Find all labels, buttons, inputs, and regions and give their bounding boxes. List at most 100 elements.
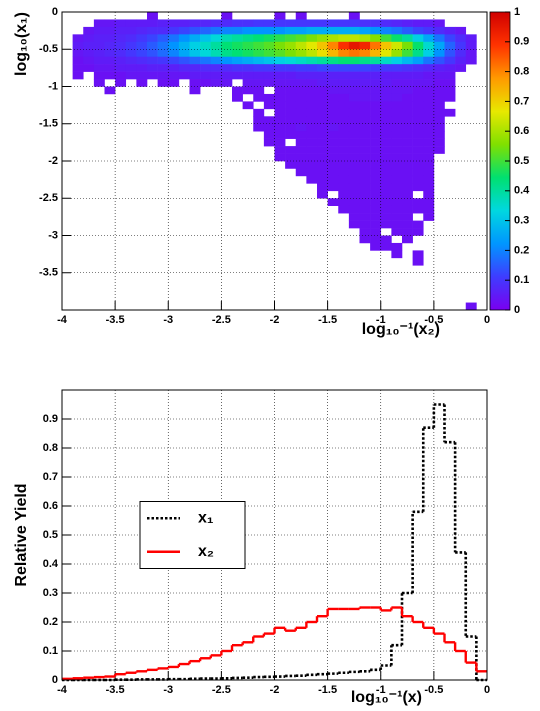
heatmap-cell	[178, 64, 190, 72]
heatmap-cell	[327, 168, 339, 177]
heatmap-cell	[391, 183, 403, 192]
x-tick-label: -2	[270, 314, 280, 326]
heatmap-cell	[178, 56, 190, 65]
heatmap-cell	[93, 71, 105, 80]
heatmap-cell	[253, 71, 265, 80]
heatmap-cell	[338, 93, 350, 102]
heatmap-cell	[306, 146, 318, 154]
heatmap-cell	[147, 56, 158, 65]
heatmap-cell	[338, 138, 350, 147]
heatmap-cell	[274, 26, 286, 35]
heatmap-cell	[412, 49, 424, 57]
y-tick-label: 0.3	[43, 587, 58, 599]
heatmap-cell	[253, 79, 265, 87]
x-tick-label: 0	[484, 684, 490, 696]
y-tick-label: 0.2	[43, 616, 58, 628]
heatmap-cell	[359, 26, 371, 35]
heatmap-cell	[327, 123, 339, 132]
heatmap-cell	[327, 86, 339, 95]
heatmap-cell	[455, 64, 467, 72]
heatmap-cell	[285, 56, 297, 65]
heatmap-cell	[327, 71, 339, 80]
heatmap-cell	[221, 34, 233, 43]
heatmap-cell	[232, 19, 243, 28]
heatmap-cell	[72, 64, 84, 72]
heatmap-cell	[423, 19, 435, 28]
heatmap-cell	[359, 41, 371, 50]
heatmap-cell	[402, 175, 413, 184]
heatmap-cell	[274, 86, 286, 95]
heatmap-cell	[391, 190, 403, 199]
heatmap-cell	[359, 131, 371, 139]
heatmap-cell	[412, 93, 424, 102]
heatmap-cell	[295, 146, 307, 154]
heatmap-cell	[370, 138, 382, 147]
heatmap-cell	[412, 205, 424, 214]
heatmap-cell	[147, 19, 158, 28]
heatmap-cell	[253, 108, 265, 117]
heatmap-cell	[370, 161, 382, 169]
heatmap-cell	[147, 12, 158, 20]
heatmap-cell	[391, 116, 403, 125]
heatmap-cell	[380, 220, 392, 229]
heatmap-cell	[370, 228, 382, 236]
heatmap-cell	[232, 26, 243, 35]
heatmap-cell	[391, 175, 403, 184]
heatmap-cell	[200, 41, 212, 50]
heatmap-cell	[433, 64, 445, 72]
heatmap-cell	[412, 228, 424, 236]
heatmap-cell	[242, 49, 254, 57]
heatmap-cell	[370, 86, 382, 95]
x-tick-label: -0.5	[424, 314, 443, 326]
heatmap-cell	[295, 56, 307, 65]
heatmap-cell	[380, 183, 392, 192]
heatmap-cell	[157, 64, 169, 72]
heatmap-cell	[370, 213, 382, 221]
x-tick-label: 0	[484, 314, 490, 326]
heatmap-cell	[115, 56, 127, 65]
heatmap-cell	[125, 49, 137, 57]
heatmap-cell	[147, 71, 158, 80]
heatmap-cell	[295, 131, 307, 139]
heatmap-cell	[93, 64, 105, 72]
heatmap-cell	[189, 79, 201, 87]
heatmap-cell	[359, 220, 371, 229]
heatmap-cell	[295, 71, 307, 80]
heatmap-cell	[338, 116, 350, 125]
heatmap-cell	[189, 86, 201, 95]
heatmap-cell	[263, 116, 275, 125]
heatmap-cell	[370, 19, 382, 28]
heatmap-cell	[136, 49, 148, 57]
heatmap-cell	[433, 123, 445, 132]
heatmap-cell	[338, 146, 350, 154]
heatmap-cell	[136, 26, 148, 35]
heatmap-cell	[285, 153, 297, 162]
heatmap-cell	[274, 64, 286, 72]
heatmap-cell	[338, 49, 350, 57]
heatmap-cell	[274, 19, 286, 28]
heatmap-cell	[295, 168, 307, 177]
heatmap-cell	[295, 86, 307, 95]
x-tick-label: -3	[163, 314, 173, 326]
heatmap-cell	[189, 71, 201, 80]
heatmap-cell	[221, 19, 233, 28]
heatmap-cell	[274, 34, 286, 43]
heatmap-cell	[338, 183, 350, 192]
heatmap-cell	[444, 56, 456, 65]
heatmap-cell	[232, 34, 243, 43]
heatmap-cell	[402, 138, 413, 147]
heatmap-cell	[380, 101, 392, 110]
heatmap-cell	[380, 198, 392, 206]
heatmap-cell	[306, 19, 318, 28]
heatmap-cell	[338, 175, 350, 184]
heatmap-cell	[295, 79, 307, 87]
heatmap-cell	[274, 131, 286, 139]
heatmap-cell	[317, 49, 328, 57]
heatmap-cell	[221, 41, 233, 50]
heatmap-cell	[370, 131, 382, 139]
y-tick-label: -0.5	[39, 43, 58, 55]
color-scale	[490, 12, 510, 310]
heatmap-cell	[338, 101, 350, 110]
x-tick-label: -2	[270, 684, 280, 696]
